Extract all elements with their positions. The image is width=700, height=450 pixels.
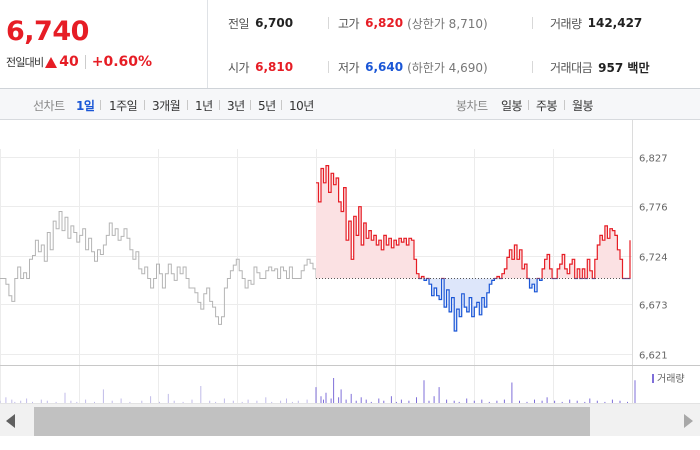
stat-amount: 거래대금 957 백만 <box>550 58 649 76</box>
tab-period-10y[interactable]: 10년 <box>289 99 314 113</box>
tab-divider <box>187 100 188 110</box>
volume-legend-label: 거래량 <box>657 373 685 385</box>
y-tick-label: 6,621 <box>639 351 668 362</box>
stat-open-label: 시가 <box>228 60 250 75</box>
scroll-thumb[interactable] <box>34 407 590 436</box>
up-triangle-icon <box>45 56 58 68</box>
stat-low-value: 6,640 <box>365 60 404 74</box>
stat-open: 시가 6,810 <box>228 58 293 76</box>
stat-divider <box>328 61 329 73</box>
stat-prev-close: 전일 6,700 <box>228 14 293 32</box>
series-prev-session-line <box>0 211 317 325</box>
stat-lower-limit: (하한가 4,690) <box>407 60 488 75</box>
stat-amount-value: 957 백만 <box>598 60 650 75</box>
stat-prev-close-value: 6,700 <box>255 16 294 30</box>
tab-divider <box>564 100 565 110</box>
stat-volume-value: 142,427 <box>587 16 643 30</box>
stat-low-label: 저가 <box>338 60 360 75</box>
stat-open-value: 6,810 <box>255 60 294 74</box>
chart-toolbar: 선차트 1일 1주일 3개월 1년 3년 5년 10년 봉차트 일봉 주봉 월봉 <box>0 89 700 120</box>
volume-legend-swatch <box>652 374 654 383</box>
y-tick-label: 6,724 <box>639 253 668 264</box>
scroll-right-arrow-icon[interactable] <box>684 414 693 428</box>
stat-volume: 거래량 142,427 <box>550 14 642 32</box>
tab-divider <box>144 100 145 110</box>
candle-chart-title: 봉차트 <box>456 99 488 113</box>
tab-period-5y[interactable]: 5년 <box>258 99 276 113</box>
change-percent: +0.60% <box>91 54 153 70</box>
tab-divider <box>219 100 220 110</box>
series-today-up-area <box>316 165 630 279</box>
current-price-box: 6,740 전일대비 40 +0.60% <box>0 0 208 88</box>
horizontal-scrollbar[interactable] <box>0 403 700 436</box>
stat-high-value: 6,820 <box>365 16 404 30</box>
tab-divider <box>528 100 529 110</box>
tab-period-1w[interactable]: 1주일 <box>109 99 138 113</box>
series-today-down-line <box>418 278 631 332</box>
stat-high-label: 고가 <box>338 16 360 31</box>
stat-divider <box>328 17 329 29</box>
stat-prev-close-label: 전일 <box>228 16 250 31</box>
y-tick-label: 6,673 <box>639 301 668 312</box>
tab-candle-daily[interactable]: 일봉 <box>501 99 523 113</box>
stat-volume-label: 거래량 <box>550 16 582 31</box>
tab-period-1d[interactable]: 1일 <box>76 99 95 113</box>
stat-low: 저가 6,640 (하한가 4,690) <box>338 58 488 76</box>
series-today-down-area <box>419 278 630 331</box>
line-chart-title: 선차트 <box>33 99 65 113</box>
current-price: 6,740 <box>6 16 89 47</box>
scroll-left-arrow-icon[interactable] <box>6 414 15 428</box>
change-row: 전일대비 40 +0.60% <box>6 53 152 71</box>
stat-upper-limit: (상한가 8,710) <box>407 16 488 31</box>
tab-period-3m[interactable]: 3개월 <box>152 99 181 113</box>
price-summary: 6,740 전일대비 40 +0.60% 전일 6,700 시가 6,810 고… <box>0 0 700 89</box>
tab-divider <box>250 100 251 110</box>
tab-candle-monthly[interactable]: 월봉 <box>572 99 594 113</box>
y-tick-label: 6,827 <box>639 154 668 165</box>
stat-amount-label: 거래대금 <box>550 60 593 75</box>
series-today-up-line <box>316 165 631 279</box>
y-tick-label: 6,776 <box>639 203 668 214</box>
change-value: 40 <box>59 54 79 70</box>
stat-divider <box>532 17 533 29</box>
price-chart: 6,827 6,776 6,724 6,673 6,621 거래량 <box>0 120 700 403</box>
tab-divider <box>100 100 101 110</box>
tab-period-1y[interactable]: 1년 <box>195 99 213 113</box>
change-label: 전일대비 <box>6 56 44 69</box>
tab-period-3y[interactable]: 3년 <box>227 99 245 113</box>
tab-divider <box>281 100 282 110</box>
tab-candle-weekly[interactable]: 주봉 <box>536 99 558 113</box>
change-divider <box>84 55 86 69</box>
stat-high: 고가 6,820 (상한가 8,710) <box>338 14 488 32</box>
stat-divider <box>532 61 533 73</box>
